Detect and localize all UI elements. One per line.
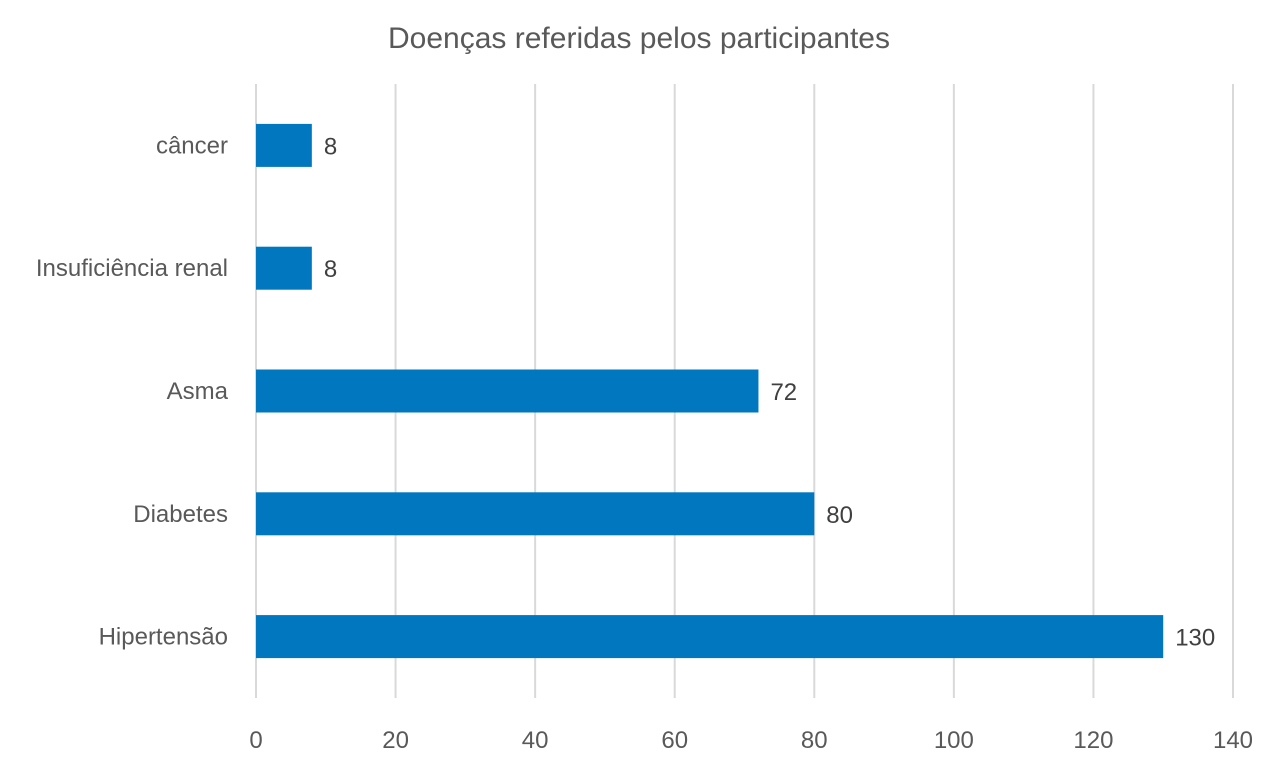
x-tick-label: 120: [1073, 727, 1113, 754]
bar: [256, 123, 312, 167]
x-tick-label: 60: [661, 727, 688, 754]
data-label: 72: [770, 379, 797, 406]
category-label: Diabetes: [133, 501, 228, 528]
data-label: 8: [324, 256, 337, 283]
x-tick-label: 100: [934, 727, 974, 754]
bars: [256, 123, 1164, 659]
category-label: Hipertensão: [99, 624, 228, 651]
data-labels: 8 8 72 80 130: [324, 133, 1215, 651]
data-label: 80: [826, 502, 853, 529]
x-axis-tick-labels: 0 20 40 60 80 100 120 140: [249, 727, 1253, 754]
bar: [256, 246, 312, 290]
chart-title: Doenças referidas pelos participantes: [388, 22, 890, 55]
bar: [256, 369, 759, 413]
x-tick-label: 140: [1213, 727, 1253, 754]
bar: [256, 492, 815, 536]
x-tick-label: 80: [801, 727, 828, 754]
category-labels: câncer Insuficiência renal Asma Diabetes Hip…: [36, 132, 229, 650]
x-tick-label: 20: [382, 727, 409, 754]
x-tick-label: 0: [249, 727, 262, 754]
category-label: Asma: [167, 378, 229, 405]
category-label: câncer: [156, 132, 228, 159]
bar: [256, 615, 1164, 659]
x-tick-label: 40: [522, 727, 549, 754]
data-label: 130: [1175, 625, 1215, 652]
data-label: 8: [324, 133, 337, 160]
category-label: Insuficiência renal: [36, 255, 228, 282]
